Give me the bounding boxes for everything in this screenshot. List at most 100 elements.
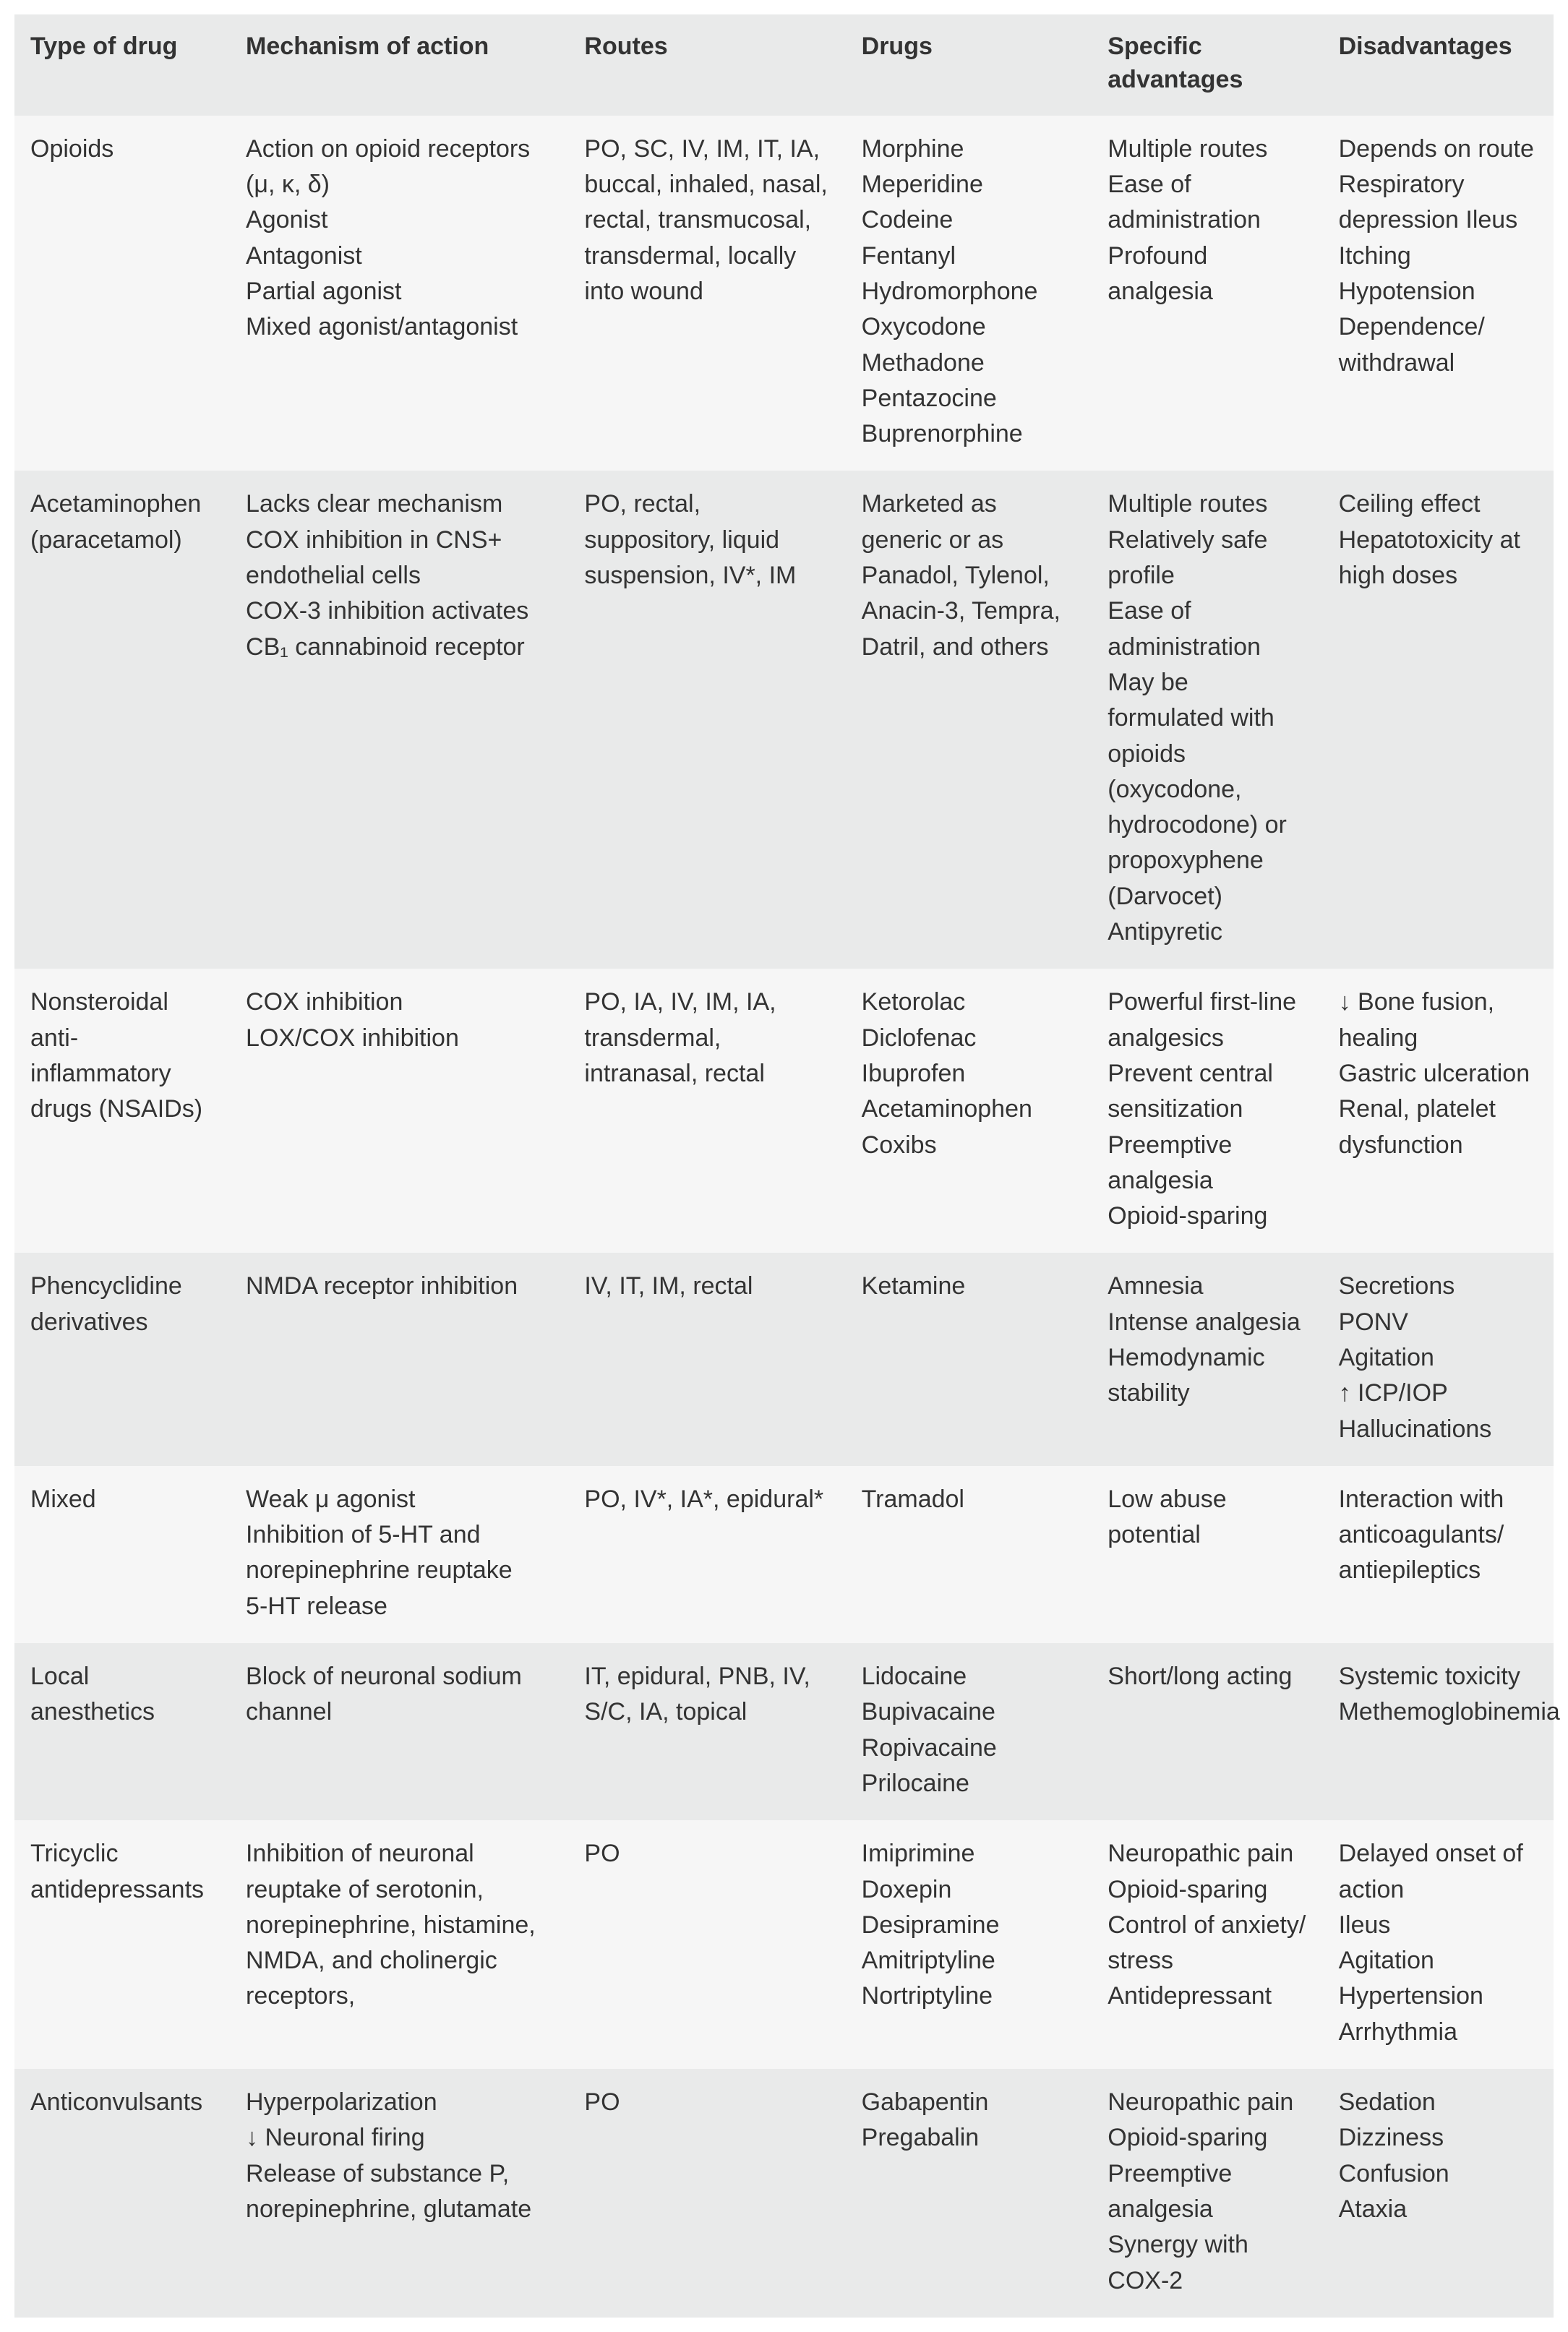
cell-line: Powerful first-line analgesics	[1108, 985, 1309, 1056]
col-header-type: Type of drug	[14, 14, 230, 116]
table-head: Type of drug Mechanism of action Routes …	[14, 14, 1554, 116]
cell-line: PO, IA, IV, IM, IA, transdermal, intrana…	[584, 985, 832, 1092]
cell-line: Morphine	[862, 132, 1079, 167]
cell-mechanism: Weak μ agonistInhibition of 5-HT and nor…	[230, 1466, 568, 1643]
cell-line: Tramadol	[862, 1482, 1079, 1517]
cell-disadvantages: SedationDizzinessConfusionAtaxia	[1323, 2069, 1554, 2318]
cell-line: Action on opioid receptors (μ, κ, δ)	[246, 132, 555, 203]
cell-routes: PO	[568, 1820, 845, 2069]
drug-table: Type of drug Mechanism of action Routes …	[14, 14, 1554, 2318]
cell-line: Confusion	[1339, 2156, 1541, 2192]
cell-line: Hydromorphone	[862, 274, 1079, 309]
col-header-advantages: Specific advantages	[1092, 14, 1322, 116]
cell-line: Control of anxiety/ stress	[1108, 1908, 1309, 1979]
cell-line: Opioid-sparing	[1108, 1872, 1309, 1908]
cell-line: Meperidine	[862, 167, 1079, 202]
cell-advantages: Neuropathic painOpioid-sparingPreemptive…	[1092, 2069, 1322, 2318]
cell-routes: PO	[568, 2069, 845, 2318]
cell-line: Multiple routes	[1108, 486, 1309, 522]
cell-line: Local anesthetics	[30, 1659, 217, 1731]
cell-line: Lacks clear mechanism	[246, 486, 555, 522]
cell-line: Ileus	[1339, 1908, 1541, 1943]
cell-mechanism: Hyperpolarization↓ Neuronal firingReleas…	[230, 2069, 568, 2318]
cell-line: Ketorolac	[862, 985, 1079, 1020]
cell-line: Imiprimine	[862, 1836, 1079, 1872]
cell-line: Dependence/ withdrawal	[1339, 309, 1541, 381]
cell-line: Short/long acting	[1108, 1659, 1309, 1694]
cell-line: Acetaminophen	[862, 1092, 1079, 1127]
cell-line: Low abuse potential	[1108, 1482, 1309, 1553]
cell-line: Ease of administration	[1108, 167, 1309, 239]
cell-mechanism: Lacks clear mechanismCOX inhibition in C…	[230, 471, 568, 969]
cell-line: Hemodynamic stability	[1108, 1340, 1309, 1412]
cell-line: ↑ ICP/IOP	[1339, 1376, 1541, 1411]
col-header-routes: Routes	[568, 14, 845, 116]
cell-line: Sedation	[1339, 2085, 1541, 2120]
cell-line: Amnesia	[1108, 1269, 1309, 1304]
cell-line: Neuropathic pain	[1108, 2085, 1309, 2120]
cell-line: Ease of administration	[1108, 593, 1309, 665]
cell-line: Ketamine	[862, 1269, 1079, 1304]
cell-advantages: Multiple routesRelatively safe profileEa…	[1092, 471, 1322, 969]
cell-line: Delayed onset of action	[1339, 1836, 1541, 1908]
cell-line: Fentanyl	[862, 239, 1079, 274]
cell-line: ↓ Bone fusion, healing	[1339, 985, 1541, 1056]
cell-line: Tricyclic antidepressants	[30, 1836, 217, 1908]
cell-line: Ropivacaine	[862, 1731, 1079, 1766]
cell-line: Hallucinations	[1339, 1412, 1541, 1447]
cell-line: Hepatotoxicity at high doses	[1339, 523, 1541, 594]
cell-line: Codeine	[862, 202, 1079, 238]
cell-type: Local anesthetics	[14, 1643, 230, 1820]
col-header-disadvantages: Disadvantages	[1323, 14, 1554, 116]
cell-drugs: LidocaineBupivacaineRopivacainePrilocain…	[846, 1643, 1092, 1820]
cell-line: IT, epidural, PNB, IV, S/C, IA, topical	[584, 1659, 832, 1731]
cell-routes: PO, IV*, IA*, epidural*	[568, 1466, 845, 1643]
table-row: Nonsteroidal anti-inflammatory drugs (NS…	[14, 969, 1554, 1253]
cell-line: Ataxia	[1339, 2192, 1541, 2227]
cell-line: Gabapentin	[862, 2085, 1079, 2120]
cell-line: Methemoglobinemia	[1339, 1694, 1541, 1730]
cell-line: Mixed agonist/antagonist	[246, 309, 555, 345]
cell-line: Dizziness	[1339, 2120, 1541, 2156]
cell-line: Oxycodone	[862, 309, 1079, 345]
cell-disadvantages: ↓ Bone fusion, healingGastric ulceration…	[1323, 969, 1554, 1253]
cell-type: Nonsteroidal anti-inflammatory drugs (NS…	[14, 969, 230, 1253]
cell-drugs: GabapentinPregabalin	[846, 2069, 1092, 2318]
cell-line: Opioids	[30, 132, 217, 167]
col-header-drugs: Drugs	[846, 14, 1092, 116]
cell-line: Bupivacaine	[862, 1694, 1079, 1730]
cell-line: Intense analgesia	[1108, 1305, 1309, 1340]
cell-line: Synergy with COX-2	[1108, 2227, 1309, 2299]
cell-line: Acetaminophen (paracetamol)	[30, 486, 217, 558]
cell-line: Partial agonist	[246, 274, 555, 309]
cell-line: Systemic toxicity	[1339, 1659, 1541, 1694]
cell-line: Anticonvulsants	[30, 2085, 217, 2120]
cell-line: PO	[584, 2085, 832, 2120]
cell-advantages: Multiple routesEase of administrationPro…	[1092, 116, 1322, 471]
cell-line: Prilocaine	[862, 1766, 1079, 1801]
cell-type: Tricyclic antidepressants	[14, 1820, 230, 2069]
cell-disadvantages: Systemic toxicityMethemoglobinemia	[1323, 1643, 1554, 1820]
cell-line: 5-HT release	[246, 1589, 555, 1624]
table-row: Phencyclidine derivativesNMDA receptor i…	[14, 1253, 1554, 1465]
cell-mechanism: COX inhibitionLOX/COX inhibition	[230, 969, 568, 1253]
cell-line: Renal, platelet dysfunction	[1339, 1092, 1541, 1163]
cell-routes: PO, IA, IV, IM, IA, transdermal, intrana…	[568, 969, 845, 1253]
cell-line: Opioid-sparing	[1108, 1199, 1309, 1234]
cell-line: Mixed	[30, 1482, 217, 1517]
cell-mechanism: Inhibition of neuronal reuptake of serot…	[230, 1820, 568, 2069]
cell-line: Amitriptyline	[862, 1943, 1079, 1979]
cell-advantages: Powerful first-line analgesicsPrevent ce…	[1092, 969, 1322, 1253]
cell-line: PO, rectal, suppository, liquid suspensi…	[584, 486, 832, 593]
cell-line: Interaction with anticoagulants/ antiepi…	[1339, 1482, 1541, 1589]
cell-line: Desipramine	[862, 1908, 1079, 1943]
cell-routes: IT, epidural, PNB, IV, S/C, IA, topical	[568, 1643, 845, 1820]
cell-line: Phencyclidine derivatives	[30, 1269, 217, 1340]
cell-line: Itching	[1339, 239, 1541, 274]
cell-line: COX inhibition	[246, 985, 555, 1020]
cell-line: Hyperpolarization	[246, 2085, 555, 2120]
cell-line: Release of substance P, norepinephrine, …	[246, 2156, 555, 2228]
cell-type: Opioids	[14, 116, 230, 471]
cell-mechanism: Action on opioid receptors (μ, κ, δ)Agon…	[230, 116, 568, 471]
cell-drugs: Ketamine	[846, 1253, 1092, 1465]
